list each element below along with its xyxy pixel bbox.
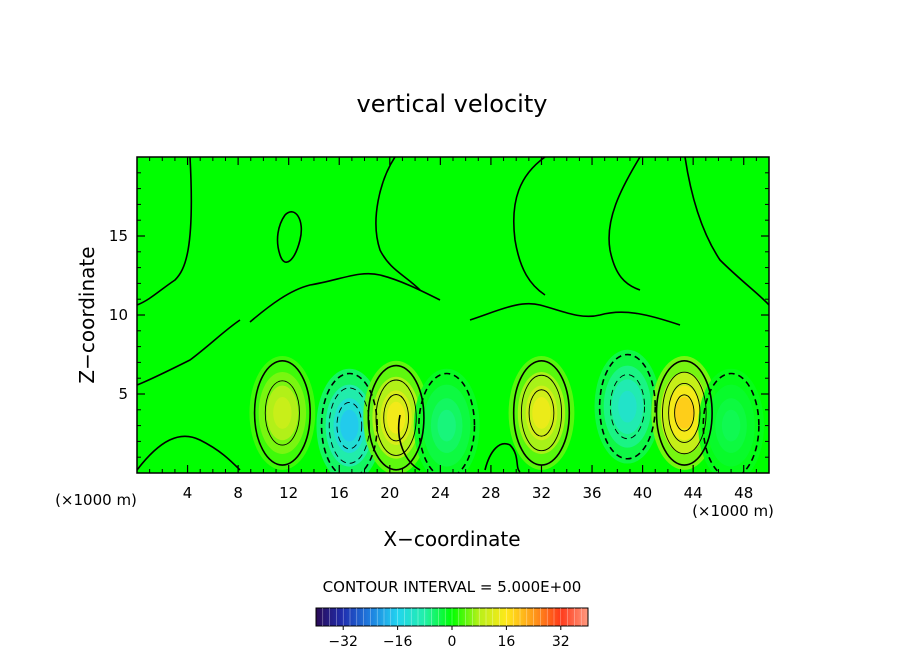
- contour-line: [608, 157, 641, 291]
- x-unit-left: (×1000 m): [55, 491, 137, 509]
- contour-line: [137, 157, 193, 306]
- x-tick-label: 36: [582, 484, 601, 502]
- x-tick-label: 20: [380, 484, 399, 502]
- contour-line: [137, 435, 241, 471]
- negative-contour: [336, 401, 363, 450]
- field-blob: [273, 397, 292, 429]
- y-axis: 5 10 15: [109, 172, 769, 458]
- x-axis-label: X−coordinate: [383, 527, 520, 551]
- positive-contour: [528, 389, 555, 437]
- chart-title: vertical velocity: [357, 90, 548, 118]
- negative-contour: [320, 372, 378, 473]
- x-tick-label: 24: [431, 484, 450, 502]
- contour-line: [469, 302, 681, 326]
- contour-line: [375, 157, 421, 291]
- positive-contour: [662, 371, 707, 455]
- positive-contour: [367, 364, 425, 471]
- field-blob: [721, 409, 741, 442]
- x-tick-label: 32: [532, 484, 551, 502]
- contour-line: [137, 319, 241, 386]
- x-tick-label: 16: [330, 484, 349, 502]
- x-tick-label: 44: [684, 484, 703, 502]
- colorbar-tick-label: −32: [328, 634, 358, 650]
- colorbar-tick-label: −16: [383, 634, 413, 650]
- positive-contour: [520, 374, 563, 452]
- colorbar-tick-label: 0: [448, 634, 457, 650]
- field-blob: [532, 397, 551, 429]
- x-tick-label: 4: [183, 484, 193, 502]
- contour-line: [276, 211, 303, 263]
- y-tick-label: 5: [118, 385, 128, 403]
- contour-line: [249, 272, 441, 323]
- x-tick-label: 28: [481, 484, 500, 502]
- negative-contour: [609, 374, 645, 440]
- x-unit-right: (×1000 m): [692, 502, 774, 520]
- x-tick-label: 40: [633, 484, 652, 502]
- y-tick-label: 15: [109, 227, 128, 245]
- positive-contour: [253, 360, 311, 466]
- positive-contour: [655, 360, 713, 466]
- extrema-contours: [253, 353, 760, 473]
- positive-contour: [383, 394, 409, 442]
- positive-contour: [674, 394, 695, 432]
- field-blob: [386, 401, 406, 434]
- field-blob: [675, 397, 694, 429]
- y-axis-label: Z−coordinate: [75, 246, 99, 383]
- contour-line: [397, 414, 421, 471]
- field-blob: [437, 409, 456, 442]
- negative-contour: [328, 387, 370, 464]
- field-blob: [340, 409, 359, 442]
- x-tick-label: 12: [279, 484, 298, 502]
- colorbar-ticks: −32 −16 0 16 32: [328, 626, 570, 650]
- contour-line: [684, 157, 769, 306]
- positive-contour: [375, 379, 417, 456]
- negative-contour: [598, 353, 657, 460]
- contour-line: [513, 157, 546, 296]
- y-tick-label: 10: [109, 306, 128, 324]
- colorbar-tick-label: 32: [552, 634, 570, 650]
- negative-contour: [702, 372, 760, 473]
- x-tick-label: 48: [734, 484, 753, 502]
- x-tick-label: 8: [233, 484, 243, 502]
- x-axis: 4 8 12 16 20 24 28 32 36 40 44 48: [149, 157, 757, 502]
- contour-interval-label: CONTOUR INTERVAL = 5.000E+00: [323, 578, 582, 596]
- positive-contour: [264, 380, 300, 446]
- positive-contour: [668, 383, 701, 443]
- contour-line: [484, 443, 521, 473]
- negative-contour: [418, 372, 476, 473]
- colorbar-divisions: [322, 608, 582, 626]
- field-blob: [618, 390, 637, 423]
- colorbar-tick-label: 16: [497, 634, 515, 650]
- contour-lines: [137, 157, 769, 473]
